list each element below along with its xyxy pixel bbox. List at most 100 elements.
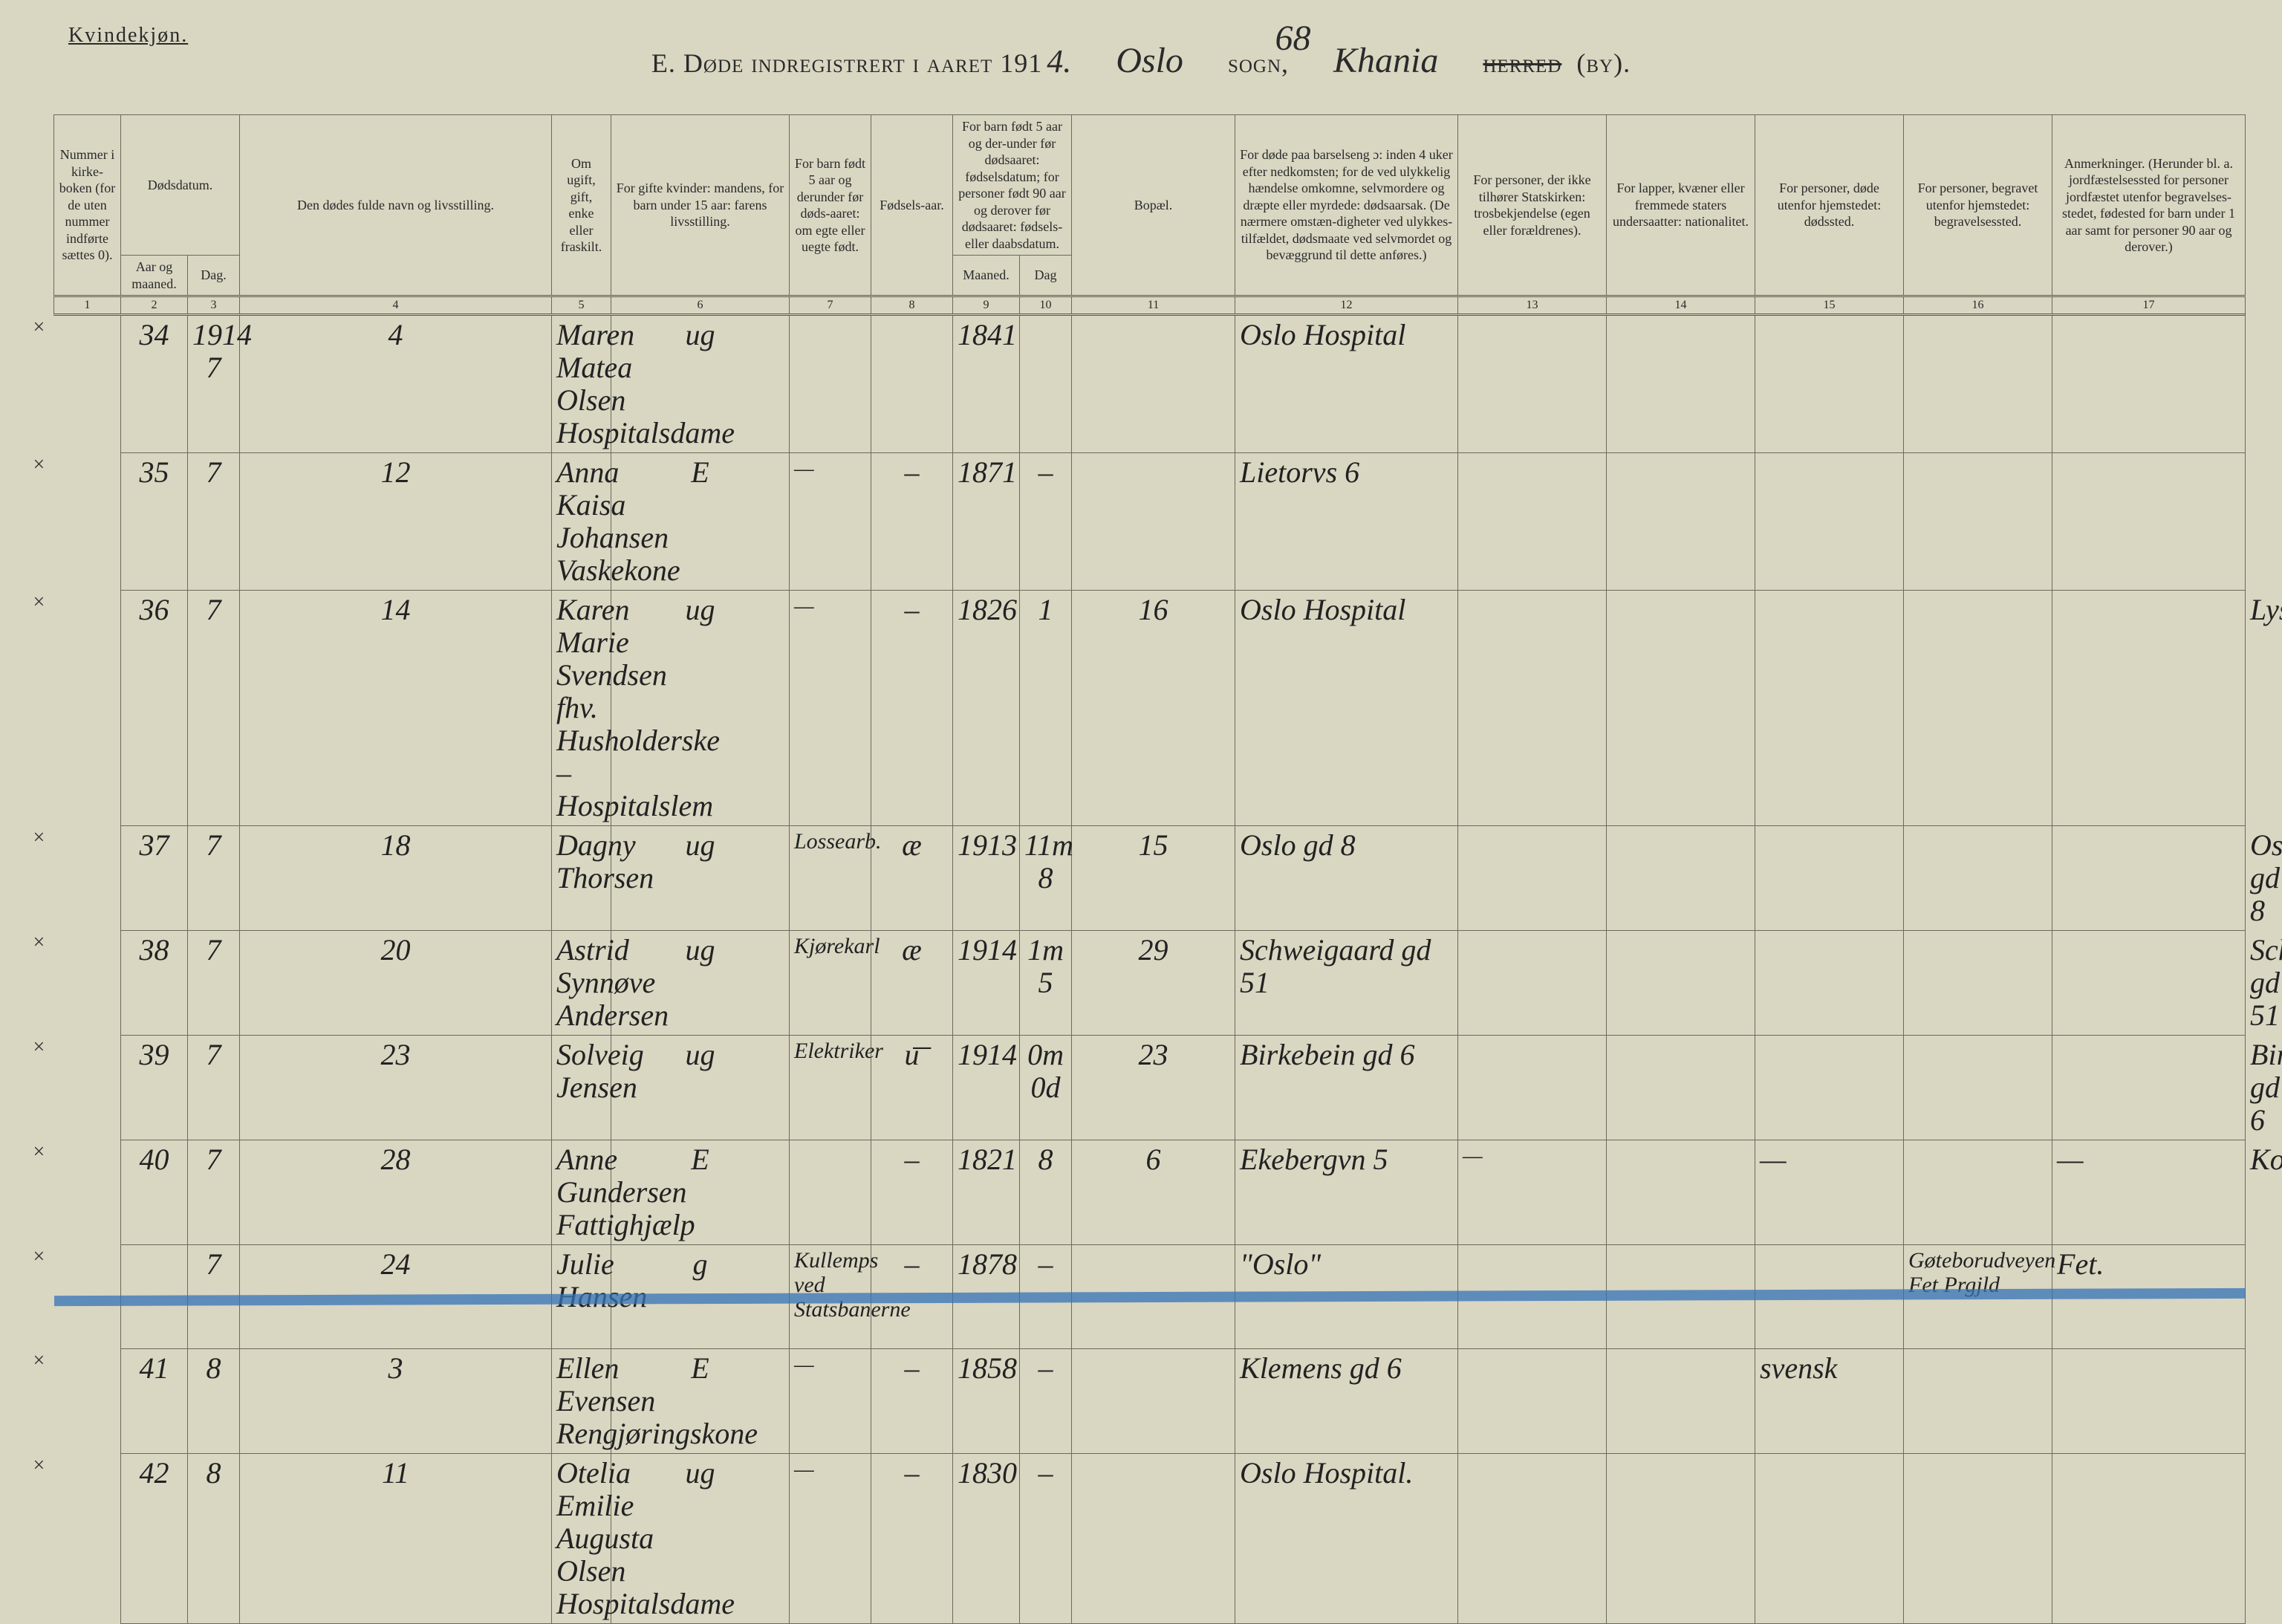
- cell-c15: [1904, 1036, 2052, 1140]
- cell-c16: Fet.: [2052, 1245, 2246, 1349]
- column-number: 16: [1904, 296, 2052, 315]
- cell-dag: 4: [240, 315, 552, 453]
- cell-navn: Anna Kaisa Johansen Vaskekone: [552, 453, 611, 591]
- cell-aar: 7: [188, 1036, 240, 1140]
- cell-c13: [1607, 826, 1755, 931]
- cell-c6: Kjørekarl: [790, 931, 871, 1036]
- cell-c12: [1458, 826, 1607, 931]
- cell-navn: Karen Marie Svendsen fhv. Husholderske –…: [552, 591, 611, 826]
- cell-c13: [1607, 1036, 1755, 1140]
- cell-c16: [2052, 315, 2246, 453]
- table-row: 341914 74Maren Matea Olsen Hospitalsdame…: [54, 315, 2246, 453]
- col-header-7: For barn født 5 aar og derunder før døds…: [790, 115, 871, 296]
- cell-aar: 8: [188, 1349, 240, 1454]
- page-number: 68: [1275, 18, 1310, 59]
- cell-c6: —: [790, 1349, 871, 1454]
- cell-navn: Anne Gundersen Fattighjælp: [552, 1140, 611, 1245]
- cell-num: 41: [121, 1349, 188, 1454]
- cell-aar: 7: [188, 453, 240, 591]
- cell-c15: [1904, 591, 2052, 826]
- column-number: 2: [121, 296, 188, 315]
- table-row: 40728Anne Gundersen FattighjælpE–182186E…: [54, 1140, 2246, 1245]
- col-header-14: For lapper, kvæner eller fremmede stater…: [1607, 115, 1755, 296]
- cell-c10: 15: [1072, 826, 1235, 931]
- cell-c16: [2052, 1036, 2246, 1140]
- cell-c15: [1904, 453, 2052, 591]
- cell-dag: 14: [240, 591, 552, 826]
- column-number: 14: [1607, 296, 1755, 315]
- cell-c14: [1755, 1245, 1904, 1349]
- cell-c12: [1458, 453, 1607, 591]
- cell-c12: [1458, 1245, 1607, 1349]
- cell-c14: [1755, 931, 1904, 1036]
- cell-c15: Gøteborudveyen Fet Prgjld: [1904, 1245, 2052, 1349]
- column-number: 9: [953, 296, 1020, 315]
- cell-c7: æ: [871, 931, 953, 1036]
- cell-navn: Julie Hansen: [552, 1245, 611, 1349]
- cell-num: 38: [121, 931, 188, 1036]
- col-header-4: Den dødes fulde navn og livsstilling.: [240, 115, 552, 296]
- cell-c14: [1755, 453, 1904, 591]
- cell-navn: Astrid Synnøve Andersen: [552, 931, 611, 1036]
- cell-aar: 7: [188, 1140, 240, 1245]
- cell-c9: [1020, 315, 1072, 453]
- cell-c6: —: [790, 453, 871, 591]
- column-number: 1: [54, 296, 121, 315]
- col-header-9: Maaned.: [953, 256, 1020, 296]
- cell-faar: 1878: [953, 1245, 1020, 1349]
- cell-bopael: Ekebergvn 5: [1235, 1140, 1458, 1245]
- table-row: 4183Ellen Evensen RengjøringskoneE—–1858…: [54, 1349, 2246, 1454]
- cell-c12: [1458, 315, 1607, 453]
- cell-c7: u͞: [871, 1036, 953, 1140]
- column-number: 12: [1235, 296, 1458, 315]
- table-row: 724Julie HansengKullemps ved Statsbanern…: [54, 1245, 2246, 1349]
- title-year-digit: 4.: [1047, 42, 1071, 80]
- cell-c16: [2052, 1349, 2246, 1454]
- col-header-10: Dag: [1020, 256, 1072, 296]
- cell-c15: [1904, 315, 2052, 453]
- cell-c7: æ: [871, 826, 953, 931]
- cell-c14: [1755, 591, 1904, 826]
- cell-c10: [1072, 1245, 1235, 1349]
- cell-c14: svensk: [1755, 1349, 1904, 1454]
- cell-c13: [1607, 1245, 1755, 1349]
- col-header-11: Bopæl.: [1072, 115, 1235, 296]
- cell-bopael: Birkebein gd 6: [1235, 1036, 1458, 1140]
- cell-c10: [1072, 453, 1235, 591]
- col-header-16: For personer, begravet utenfor hjemstede…: [1904, 115, 2052, 296]
- cell-dag: 20: [240, 931, 552, 1036]
- cell-c16: [2052, 453, 2246, 591]
- cell-bopael: Oslo Hospital: [1235, 591, 1458, 826]
- column-number: 11: [1072, 296, 1235, 315]
- cell-navn: Solveig Jensen: [552, 1036, 611, 1140]
- cell-aar: 7: [188, 1245, 240, 1349]
- cell-c13: [1607, 931, 1755, 1036]
- herred-label-tail: (by).: [1576, 48, 1631, 79]
- cell-faar: 1858: [953, 1349, 1020, 1454]
- col-header-17: Anmerkninger. (Herunder bl. a. jordfæste…: [2052, 115, 2246, 296]
- cell-c9: –: [1020, 1245, 1072, 1349]
- column-number: 3: [188, 296, 240, 315]
- col-header-6: For gifte kvinder: mandens, for barn und…: [611, 115, 790, 296]
- cell-navn: Ellen Evensen Rengjøringskone: [552, 1349, 611, 1454]
- ledger-header: Nummer i kirke-boken (for de uten nummer…: [54, 115, 2246, 315]
- column-number: 4: [240, 296, 552, 315]
- cell-c16: —: [2052, 1140, 2246, 1245]
- cell-c6: Lossearb.: [790, 826, 871, 931]
- cell-c16: [2052, 591, 2246, 826]
- cell-dag: 24: [240, 1245, 552, 1349]
- cell-faar: 1841: [953, 315, 1020, 453]
- cell-faar: 1821: [953, 1140, 1020, 1245]
- cell-c9: 1: [1020, 591, 1072, 826]
- table-row: 36714Karen Marie Svendsen fhv. Husholder…: [54, 591, 2246, 826]
- cell-dag: 28: [240, 1140, 552, 1245]
- table-row: 39723Solveig JensenugElektrikeru͞19140m …: [54, 1036, 2246, 1140]
- herred-handwritten: Khania: [1333, 40, 1438, 81]
- cell-c13: [1607, 1140, 1755, 1245]
- cell-c16: [2052, 826, 2246, 931]
- cell-c10: 6: [1072, 1140, 1235, 1245]
- col-header-2-3-group: Dødsdatum.: [121, 115, 240, 256]
- cell-c14: [1755, 826, 1904, 931]
- cell-num: 36: [121, 591, 188, 826]
- column-number: 7: [790, 296, 871, 315]
